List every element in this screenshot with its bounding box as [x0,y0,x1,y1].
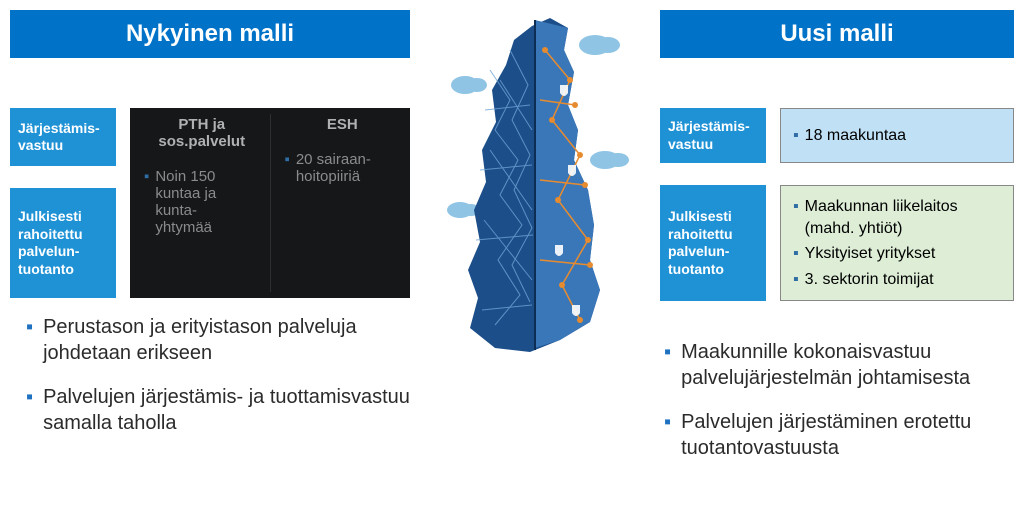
left-dark-box: PTH ja sos.palvelut Noin 150 kuntaa ja k… [130,108,410,298]
right-row1-box-text-span: 18 maakuntaa [805,125,906,147]
right-row2-item-2-text: 3. sektorin toimijat [805,269,934,291]
right-row1-box-text: 18 maakuntaa [793,125,1001,147]
left-row1-label: Järjestämis-vastuu [10,108,116,166]
right-row2-label: Julkisesti rahoitettu palvelun-tuotanto [660,185,766,301]
right-row2-item-1-text: Yksityiset yritykset [805,243,936,265]
right-row2: Julkisesti rahoitettu palvelun-tuotanto … [660,185,1014,301]
right-bullet-0: Maakunnille kokonaisvastuu palvelujärjes… [664,339,1014,391]
left-bullet-1-text: Palvelujen järjestämis- ja tuottamisvast… [43,384,410,436]
left-dark-colB: ESH 20 sairaan-hoitopiiriä [271,108,411,298]
left-row2-label: Julkisesti rahoitettu palvelun-tuotanto [10,188,116,298]
left-bullet-0-text: Perustason ja erityistason palveluja joh… [43,314,410,366]
left-bullet-1: Palvelujen järjestämis- ja tuottamisvast… [26,384,410,436]
right-bullet-1-text: Palvelujen järjestäminen erotettu tuotan… [681,409,1014,461]
finland-map-icon [440,10,630,370]
left-dark-colA: PTH ja sos.palvelut Noin 150 kuntaa ja k… [130,108,270,298]
right-bullet-0-text: Maakunnille kokonaisvastuu palvelujärjes… [681,339,1014,391]
right-bottom-list: Maakunnille kokonaisvastuu palvelujärjes… [660,339,1014,461]
right-row1-box: 18 maakuntaa [780,108,1014,163]
right-row1: Järjestämis-vastuu 18 maakuntaa [660,108,1014,163]
right-title: Uusi malli [660,10,1014,58]
left-dark-colA-text: Noin 150 kuntaa ja kunta-yhtymää [144,168,260,236]
left-dark-colA-text-span: Noin 150 kuntaa ja kunta-yhtymää [155,168,259,236]
right-row2-item-0-text: Maakunnan liikelaitos (mahd. yhtiöt) [805,196,1001,239]
left-title: Nykyinen malli [10,10,410,58]
right-row2-item-2: 3. sektorin toimijat [793,269,1001,291]
left-dark-colB-title: ESH [285,116,401,133]
center-illustration [430,10,640,370]
left-dark-colA-title: PTH ja sos.palvelut [144,116,260,150]
right-row2-box: Maakunnan liikelaitos (mahd. yhtiöt) Yks… [780,185,1014,301]
right-row2-item-0: Maakunnan liikelaitos (mahd. yhtiöt) [793,196,1001,239]
left-dark-colB-text-span: 20 sairaan-hoitopiiriä [296,151,371,185]
right-column: Uusi malli Järjestämis-vastuu 18 maakunt… [660,10,1014,461]
left-column: Nykyinen malli Järjestämis-vastuu Julkis… [10,10,410,436]
right-row1-label: Järjestämis-vastuu [660,108,766,163]
left-bottom-list: Perustason ja erityistason palveluja joh… [10,314,410,436]
right-row2-item-1: Yksityiset yritykset [793,243,1001,265]
left-dark-colB-text: 20 sairaan-hoitopiiriä [285,151,401,185]
left-bullet-0: Perustason ja erityistason palveluja joh… [26,314,410,366]
right-bullet-1: Palvelujen järjestäminen erotettu tuotan… [664,409,1014,461]
